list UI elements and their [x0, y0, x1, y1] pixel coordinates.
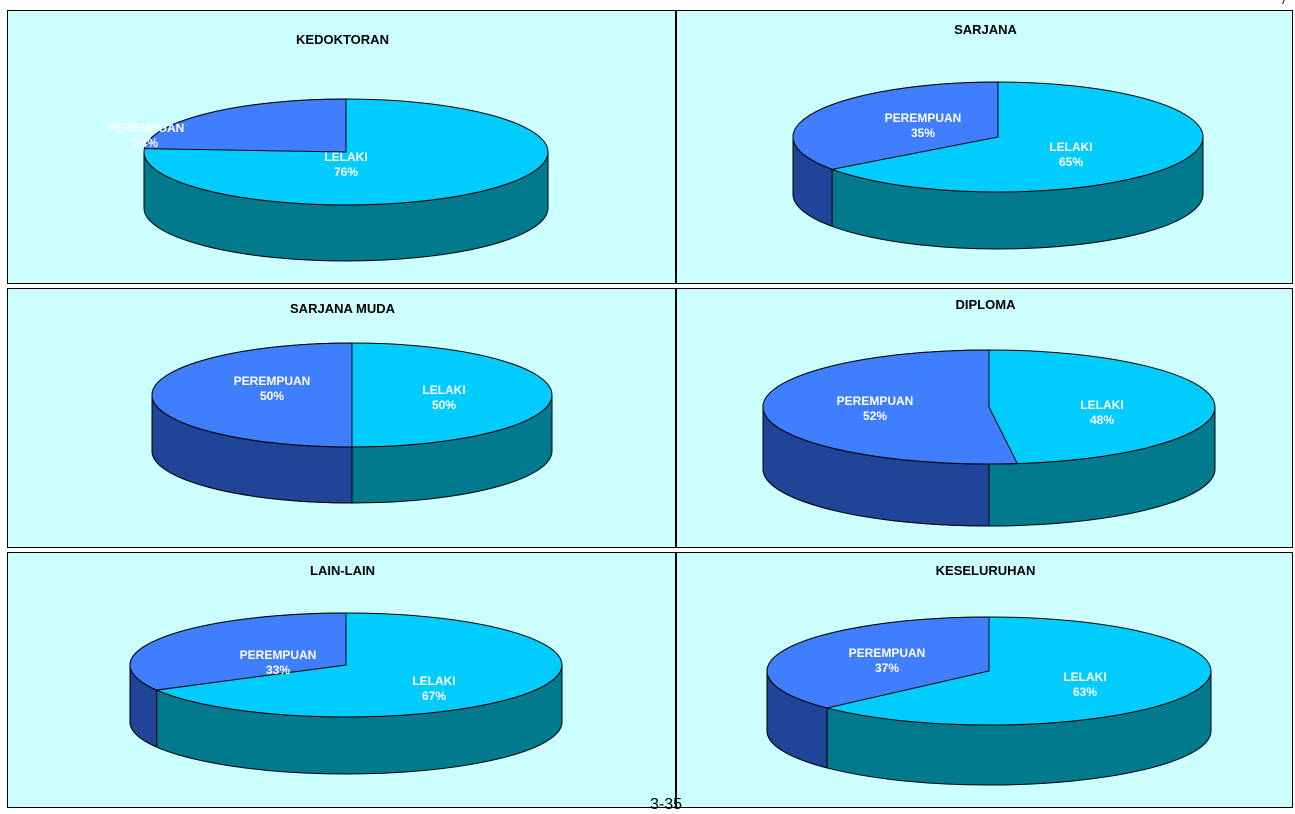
page-number: 3-35: [650, 796, 683, 813]
slice-value-perempuan: 35%: [911, 126, 935, 140]
slice-value-perempuan: 52%: [863, 409, 887, 423]
pie-chart-panel: LAIN-LAIN LELAKI 67% PEREMPUAN 33%: [7, 552, 676, 808]
pie-slice-perempuan: [143, 98, 347, 153]
pie-chart-panel: SARJANA MUDA LELAKI 50% PEREMPUAN 50%: [7, 288, 676, 548]
pie-slice-perempuan: [766, 616, 990, 709]
slice-label-lelaki: LELAKI: [422, 383, 465, 397]
slice-label-perempuan: PEREMPUAN: [240, 648, 317, 662]
slice-label-lelaki: LELAKI: [324, 150, 367, 164]
chart-title: KESELURUHAN: [936, 563, 1036, 578]
slice-value-lelaki: 65%: [1059, 155, 1083, 169]
pie-slice-perempuan: [151, 342, 353, 448]
slice-value-perempuan: 24%: [134, 136, 158, 150]
pie-chart-panel: KESELURUHAN LELAKI 63% PEREMPUAN 37%: [676, 552, 1293, 808]
chart-title: DIPLOMA: [956, 297, 1017, 312]
chart-title: KEDOKTORAN: [296, 32, 389, 47]
pie-slice-perempuan: [129, 612, 347, 691]
slice-label-lelaki: LELAKI: [1063, 670, 1106, 684]
slice-label-lelaki: LELAKI: [1080, 398, 1123, 412]
chart-title: LAIN-LAIN: [310, 563, 375, 578]
chart-title: SARJANA MUDA: [290, 301, 396, 316]
pie-slice-perempuan: [762, 349, 1019, 465]
slice-label-perempuan: PEREMPUAN: [849, 646, 926, 660]
slice-label-perempuan: PEREMPUAN: [885, 111, 962, 125]
pie-chart-panel: DIPLOMA LELAKI 48% PEREMPUAN 52%: [676, 288, 1293, 548]
slice-value-perempuan: 33%: [266, 663, 290, 677]
pie-chart-panel: KEDOKTORAN LELAKI 76% PEREMPUAN 24%: [7, 10, 676, 284]
slice-label-lelaki: LELAKI: [412, 674, 455, 688]
slice-label-perempuan: PEREMPUAN: [837, 394, 914, 408]
slice-label-perempuan: PEREMPUAN: [108, 121, 185, 135]
slice-value-perempuan: 37%: [875, 661, 899, 675]
slice-value-perempuan: 50%: [260, 389, 284, 403]
slice-value-lelaki: 48%: [1090, 413, 1114, 427]
slice-label-perempuan: PEREMPUAN: [234, 374, 311, 388]
slice-value-lelaki: 67%: [422, 689, 446, 703]
slice-value-lelaki: 63%: [1073, 685, 1097, 699]
pie-slice-perempuan: [792, 81, 999, 170]
slice-value-lelaki: 76%: [334, 165, 358, 179]
chart-title: SARJANA: [954, 22, 1017, 37]
slice-value-lelaki: 50%: [432, 398, 456, 412]
pie-chart-panel: SARJANA LELAKI 65% PEREMPUAN 35%: [676, 10, 1293, 284]
slice-label-lelaki: LELAKI: [1049, 140, 1092, 154]
